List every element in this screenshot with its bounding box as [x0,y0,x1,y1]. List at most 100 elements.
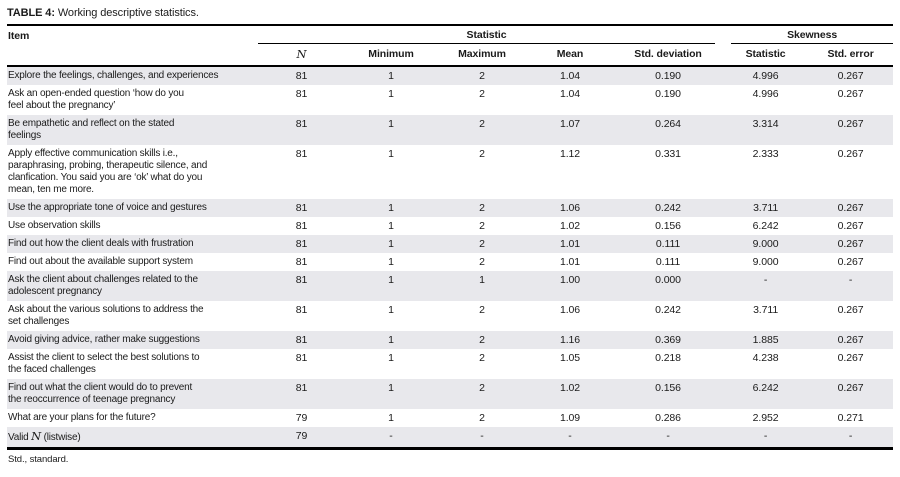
table-caption-label: TABLE 4: [7,7,55,19]
n-cell: 81 [295,382,308,394]
item-cell: Explore the feelings, challenges, and ex… [8,70,219,81]
skew-statistic-cell: 3.711 [753,304,779,316]
item-cell: Find out about the available support sys… [8,256,193,267]
skew-statistic-cell: 9.000 [752,238,779,250]
skewness-group-label: Skewness [731,26,894,44]
table-row: Be empathetic and reflect on the stated … [7,115,894,145]
std-deviation-cell: 0.286 [655,412,681,424]
item-cell: Ask the client about challenges related … [8,274,198,297]
std-deviation-cell: 0.331 [655,148,681,160]
item-cell: Assist the client to select the best sol… [8,352,200,375]
skew-statistic-cell: - [763,274,768,286]
maximum-cell: 1 [479,274,485,286]
item-cell: What are your plans for the future? [8,412,156,423]
mean-cell: 1.12 [559,148,581,160]
skew-statistic-cell: 4.996 [752,88,779,100]
table-row: Use the appropriate tone of voice and ge… [7,199,894,217]
table-caption-text: Working descriptive statistics. [54,7,199,19]
std-deviation-cell: 0.264 [655,118,681,130]
mean-cell: 1.05 [559,352,581,364]
minimum-cell: 1 [388,256,394,268]
n-symbol: N [296,47,307,61]
mean-cell: 1.02 [559,220,581,232]
skew-std-error-cell: 0.267 [837,70,864,82]
mean-cell: - [527,427,613,450]
n-cell: 81 [295,274,308,286]
skew-statistic-cell: 2.333 [752,148,779,160]
minimum-cell: 1 [388,274,394,286]
item-cell: Ask about the various solutions to addre… [8,304,204,327]
n-cell: 81 [295,148,308,160]
table-row: Assist the client to select the best sol… [7,349,893,379]
maximum-cell: 2 [479,352,485,364]
skew-std-error-cell: 0.267 [837,334,864,346]
statistic-group-label: Statistic [258,26,716,44]
std-deviation-cell: 0.369 [655,334,681,346]
skew-std-error-cell: 0.267 [837,118,864,130]
maximum-cell: - [437,427,527,450]
maximum-cell: 2 [479,334,485,346]
std-deviation-cell: 0.242 [655,304,681,316]
std-deviation-cell: 0.156 [655,382,681,394]
table-caption: TABLE 4: Working descriptive statistics. [7,7,893,20]
skew-statistic-cell: - [723,427,809,450]
std-deviation-cell: 0.242 [655,202,681,214]
maximum-cell: 2 [479,256,485,268]
std-deviation-cell: 0.111 [655,238,681,250]
item-column-header: Item [7,25,258,67]
table-row: Ask about the various solutions to addre… [7,301,893,331]
table-row: Ask an open-ended question ‘how do you f… [7,85,893,115]
table-row: Apply effective communication skills i.e… [7,145,893,199]
table-row: Find out what the client would do to pre… [7,379,894,409]
table-row: Use observation skills 81 1 2 1.02 0.156… [7,217,893,235]
std-deviation-cell: 0.190 [655,88,681,100]
n-cell: 81 [295,256,308,268]
n-cell: 81 [295,88,308,100]
maximum-cell: 2 [479,412,485,424]
n-cell: 81 [295,70,308,82]
skew-std-error-cell: 0.267 [837,88,864,100]
skewness-group-header: Skewness [723,25,894,44]
mean-cell: 1.07 [559,118,581,130]
item-cell: Avoid giving advice, rather make suggest… [8,334,200,345]
item-cell: Find out how the client deals with frust… [8,238,194,249]
skew-statistic-cell: 3.711 [753,202,779,214]
col-header-n: N [258,44,345,67]
table-row: Ask the client about challenges related … [7,271,894,301]
mean-cell: 1.06 [559,304,581,316]
std-deviation-cell: - [613,427,724,450]
maximum-cell: 2 [479,118,485,130]
n-cell: 79 [258,427,345,450]
n-cell: 81 [295,352,308,364]
minimum-cell: 1 [388,202,394,214]
skew-statistic-cell: 4.238 [752,352,779,364]
col-header-minimum: Minimum [345,44,437,67]
table-row: What are your plans for the future? 79 1… [7,409,893,427]
maximum-cell: 2 [479,88,485,100]
column-header-row: N Minimum Maximum Mean Std. deviation St… [7,44,894,67]
std-deviation-cell: 0.218 [655,352,681,364]
skew-statistic-cell: 2.952 [752,412,779,424]
maximum-cell: 2 [479,304,485,316]
n-cell: 81 [295,202,308,214]
minimum-cell: 1 [388,304,394,316]
std-deviation-cell: 0.000 [655,274,681,286]
table-footnote: Std., standard. [8,454,69,465]
maximum-cell: 2 [479,70,485,82]
n-cell: 81 [295,118,308,130]
mean-cell: 1.01 [559,256,581,268]
mean-cell: 1.06 [559,202,581,214]
mean-cell: 1.04 [559,88,581,100]
mean-cell: 1.09 [559,412,581,424]
minimum-cell: 1 [388,382,394,394]
skew-std-error-cell: 0.267 [837,256,864,268]
valid-n-prefix: Valid [8,432,29,443]
statistic-group-header: Statistic [258,25,723,44]
minimum-cell: 1 [388,352,394,364]
col-header-skew-std-error: Std. error [808,44,894,67]
table-row: Find out how the client deals with frust… [7,235,894,253]
mean-cell: 1.01 [559,238,581,250]
n-cell: 81 [295,334,308,346]
skew-std-error-cell: 0.267 [837,352,864,364]
maximum-cell: 2 [479,220,485,232]
